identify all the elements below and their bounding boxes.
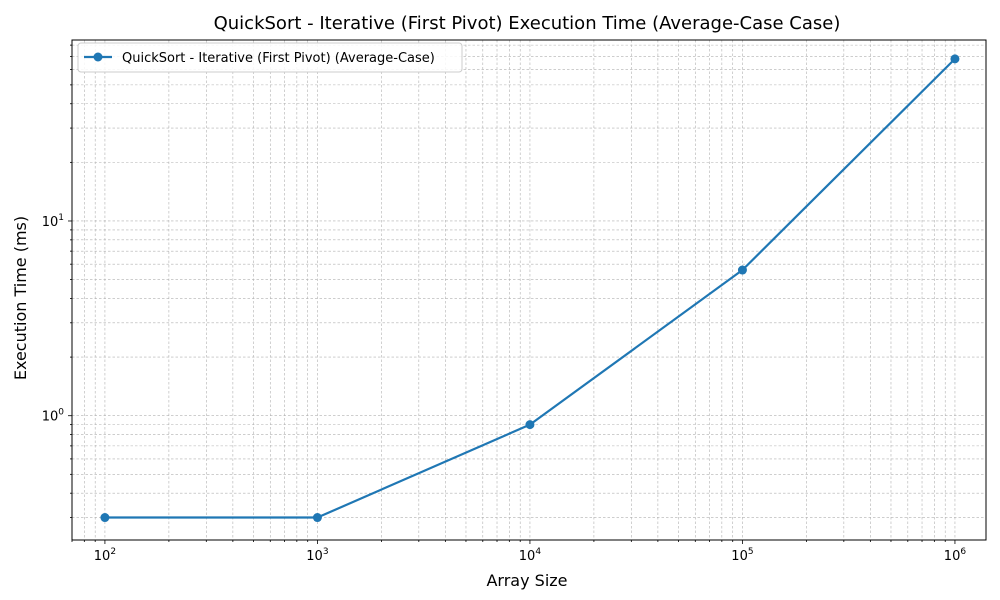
data-point <box>737 265 747 275</box>
x-tick-label: 105 <box>731 547 753 564</box>
x-tick-label: 104 <box>519 547 542 564</box>
y-tick-label: 100 <box>42 408 65 425</box>
legend-entry: QuickSort - Iterative (First Pivot) (Ave… <box>122 51 435 66</box>
y-tick-label: 101 <box>42 213 64 230</box>
series-layer <box>100 54 960 523</box>
chart-title: QuickSort - Iterative (First Pivot) Exec… <box>214 13 841 34</box>
x-tick-label: 102 <box>94 547 116 564</box>
legend-marker <box>93 52 103 62</box>
data-point <box>950 54 960 64</box>
y-axis-label: Execution Time (ms) <box>11 216 30 380</box>
axis-ticks: 102 103 104 105 106 100 101 <box>42 44 967 564</box>
legend-box <box>77 42 463 73</box>
x-tick-label: 103 <box>306 547 328 564</box>
legend: QuickSort - Iterative (First Pivot) (Ave… <box>77 42 463 73</box>
x-tick-label: 106 <box>944 547 967 564</box>
data-point <box>100 513 110 523</box>
data-point <box>312 513 322 523</box>
data-point <box>525 420 535 430</box>
plot-frame <box>71 39 987 541</box>
x-axis-label: Array Size <box>486 571 567 590</box>
